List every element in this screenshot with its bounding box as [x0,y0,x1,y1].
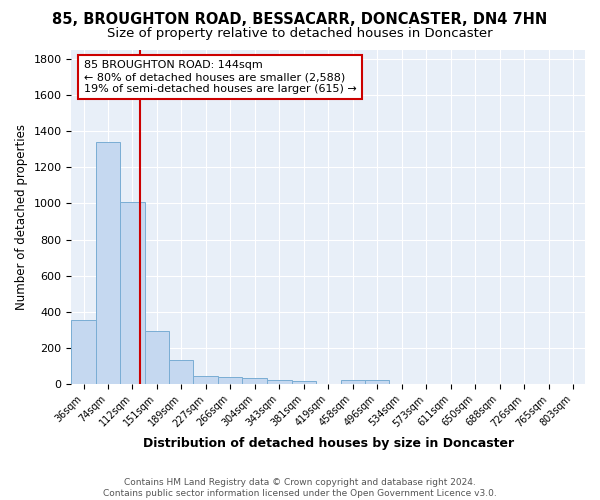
Y-axis label: Number of detached properties: Number of detached properties [15,124,28,310]
Bar [292,380,316,384]
Bar [145,330,169,384]
Bar [218,377,242,384]
Text: 85, BROUGHTON ROAD, BESSACARR, DONCASTER, DN4 7HN: 85, BROUGHTON ROAD, BESSACARR, DONCASTER… [52,12,548,28]
Bar [242,378,267,384]
X-axis label: Distribution of detached houses by size in Doncaster: Distribution of detached houses by size … [143,437,514,450]
Text: Size of property relative to detached houses in Doncaster: Size of property relative to detached ho… [107,28,493,40]
Bar [120,202,145,384]
Bar [365,380,389,384]
Bar [267,380,292,384]
Text: Contains HM Land Registry data © Crown copyright and database right 2024.
Contai: Contains HM Land Registry data © Crown c… [103,478,497,498]
Text: 85 BROUGHTON ROAD: 144sqm
← 80% of detached houses are smaller (2,588)
19% of se: 85 BROUGHTON ROAD: 144sqm ← 80% of detac… [83,60,356,94]
Bar [95,142,120,384]
Bar [341,380,365,384]
Bar [193,376,218,384]
Bar [71,320,95,384]
Bar [169,360,193,384]
